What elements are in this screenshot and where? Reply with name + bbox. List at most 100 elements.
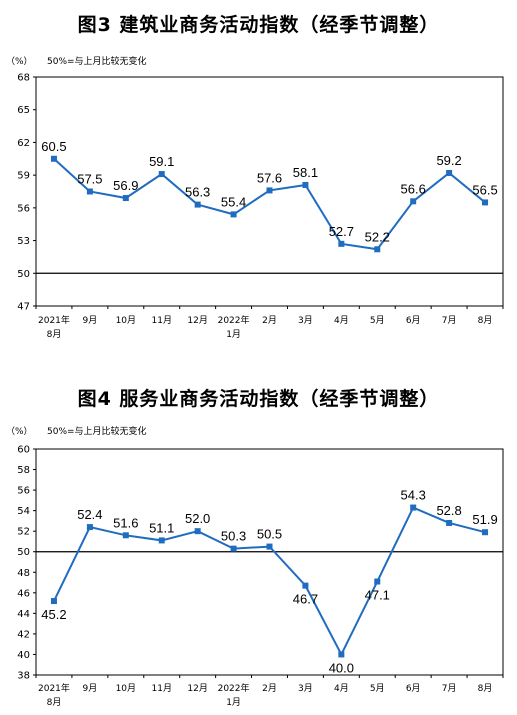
- x-tick-label: 2022年: [218, 314, 250, 326]
- y-tick-label: 54: [17, 506, 30, 517]
- x-tick-label: 2022年: [218, 682, 250, 694]
- data-label: 51.9: [472, 512, 497, 527]
- y-tick-label: 58: [17, 465, 30, 476]
- data-label: 58.1: [293, 165, 318, 180]
- y-tick-label: 65: [17, 105, 30, 116]
- construction-chart: （%） 50%=与上月比较无变化 47 50 53 56 59 62 65 68 2021年 8月 9月…: [6, 55, 504, 340]
- reference-note: 50%=与上月比较无变化: [47, 55, 147, 67]
- x-tick-label: 9月: [83, 315, 98, 326]
- data-point: [266, 543, 273, 550]
- data-point: [446, 169, 453, 176]
- data-point: [374, 246, 381, 253]
- x-tick-label: 9月: [83, 683, 98, 694]
- data-label: 52.7: [329, 224, 354, 239]
- y-tick-label: 50: [17, 547, 30, 558]
- data-point: [86, 524, 93, 531]
- x-tick-label: 8月: [478, 315, 493, 326]
- data-label: 60.5: [41, 139, 66, 154]
- x-tick-label: 11月: [152, 683, 172, 694]
- data-point: [158, 537, 165, 544]
- x-tick-label: 10月: [116, 683, 136, 694]
- x-tick-label: 10月: [116, 315, 136, 326]
- y-tick-label: 53: [17, 236, 30, 247]
- data-point: [158, 171, 165, 178]
- x-tick-label: 5月: [370, 683, 385, 694]
- data-label: 50.5: [257, 527, 282, 542]
- data-point: [122, 195, 129, 202]
- data-label: 59.2: [436, 153, 461, 168]
- data-point: [86, 188, 93, 195]
- x-tick-label: 1月: [226, 329, 241, 340]
- data-point: [122, 532, 129, 539]
- data-point: [230, 545, 237, 552]
- reference-note: 50%=与上月比较无变化: [47, 425, 147, 437]
- data-point: [482, 199, 489, 206]
- data-label: 56.5: [472, 182, 497, 197]
- y-tick-label: 47: [17, 302, 30, 313]
- data-label: 54.3: [401, 488, 426, 503]
- data-point: [194, 528, 201, 535]
- data-point: [50, 598, 57, 605]
- y-tick-label: 68: [17, 73, 30, 84]
- x-tick-label: 6月: [406, 683, 421, 694]
- y-tick-label: 59: [17, 171, 30, 182]
- y-tick-label: 60: [17, 445, 30, 456]
- data-label: 52.4: [77, 507, 102, 522]
- chart-title: 图4 服务业商务活动指数（经季节调整）: [77, 388, 440, 410]
- x-tick-label: 11月: [152, 315, 172, 326]
- plot-frame: [35, 76, 504, 307]
- x-tick-label: 6月: [406, 315, 421, 326]
- y-tick-label: 62: [17, 138, 30, 149]
- x-tick-label: 3月: [298, 315, 313, 326]
- data-label: 56.9: [113, 178, 138, 193]
- y-tick-label: 50: [17, 269, 30, 280]
- data-point: [374, 578, 381, 585]
- x-tick-label: 4月: [334, 683, 349, 694]
- y-tick-label: 44: [17, 609, 30, 620]
- x-tick-label: 3月: [298, 683, 313, 694]
- x-tick-label: 5月: [370, 315, 385, 326]
- data-label: 57.6: [257, 170, 282, 185]
- data-label: 56.6: [401, 181, 426, 196]
- y-tick-label: 40: [17, 650, 30, 661]
- plot-frame: [35, 448, 504, 676]
- x-tick-label: 1月: [226, 697, 241, 708]
- x-tick-label: 8月: [47, 329, 62, 340]
- data-point: [266, 187, 273, 194]
- unit-label: （%）: [6, 426, 33, 437]
- chart-title: 图3 建筑业商务活动指数（经季节调整）: [77, 14, 440, 36]
- data-label: 46.7: [293, 592, 318, 607]
- data-point: [338, 651, 345, 658]
- data-label: 52.8: [436, 503, 461, 518]
- y-tick-label: 48: [17, 568, 30, 579]
- x-tick-label: 4月: [334, 315, 349, 326]
- data-point: [302, 582, 309, 589]
- data-point: [50, 155, 57, 162]
- data-point: [482, 529, 489, 536]
- y-tick-label: 46: [17, 588, 30, 599]
- unit-label: （%）: [6, 56, 33, 67]
- x-tick-label: 2月: [262, 315, 277, 326]
- y-tick-label: 56: [17, 203, 30, 214]
- x-tick-label: 12月: [187, 683, 207, 694]
- data-label: 45.2: [41, 607, 66, 622]
- data-point: [302, 181, 309, 188]
- data-label: 57.5: [77, 172, 102, 187]
- x-tick-label: 2月: [262, 683, 277, 694]
- y-tick-label: 52: [17, 527, 30, 538]
- x-tick-label: 2021年: [38, 314, 70, 326]
- data-label: 51.1: [149, 520, 174, 535]
- x-tick-label: 7月: [442, 683, 457, 694]
- x-tick-label: 8月: [47, 697, 62, 708]
- data-label: 55.4: [221, 194, 246, 209]
- y-tick-label: 38: [17, 671, 30, 682]
- services-chart: （%） 50%=与上月比较无变化 38 40 42 44 46 48 50 52 54 56 58 60 2…: [6, 425, 504, 708]
- x-tick-label: 12月: [187, 315, 207, 326]
- y-tick-label: 42: [17, 629, 30, 640]
- data-point: [410, 504, 417, 511]
- data-label: 40.0: [329, 660, 354, 675]
- data-label: 50.3: [221, 529, 246, 544]
- data-label: 56.3: [185, 185, 210, 200]
- data-label: 51.6: [113, 515, 138, 530]
- data-point: [338, 240, 345, 247]
